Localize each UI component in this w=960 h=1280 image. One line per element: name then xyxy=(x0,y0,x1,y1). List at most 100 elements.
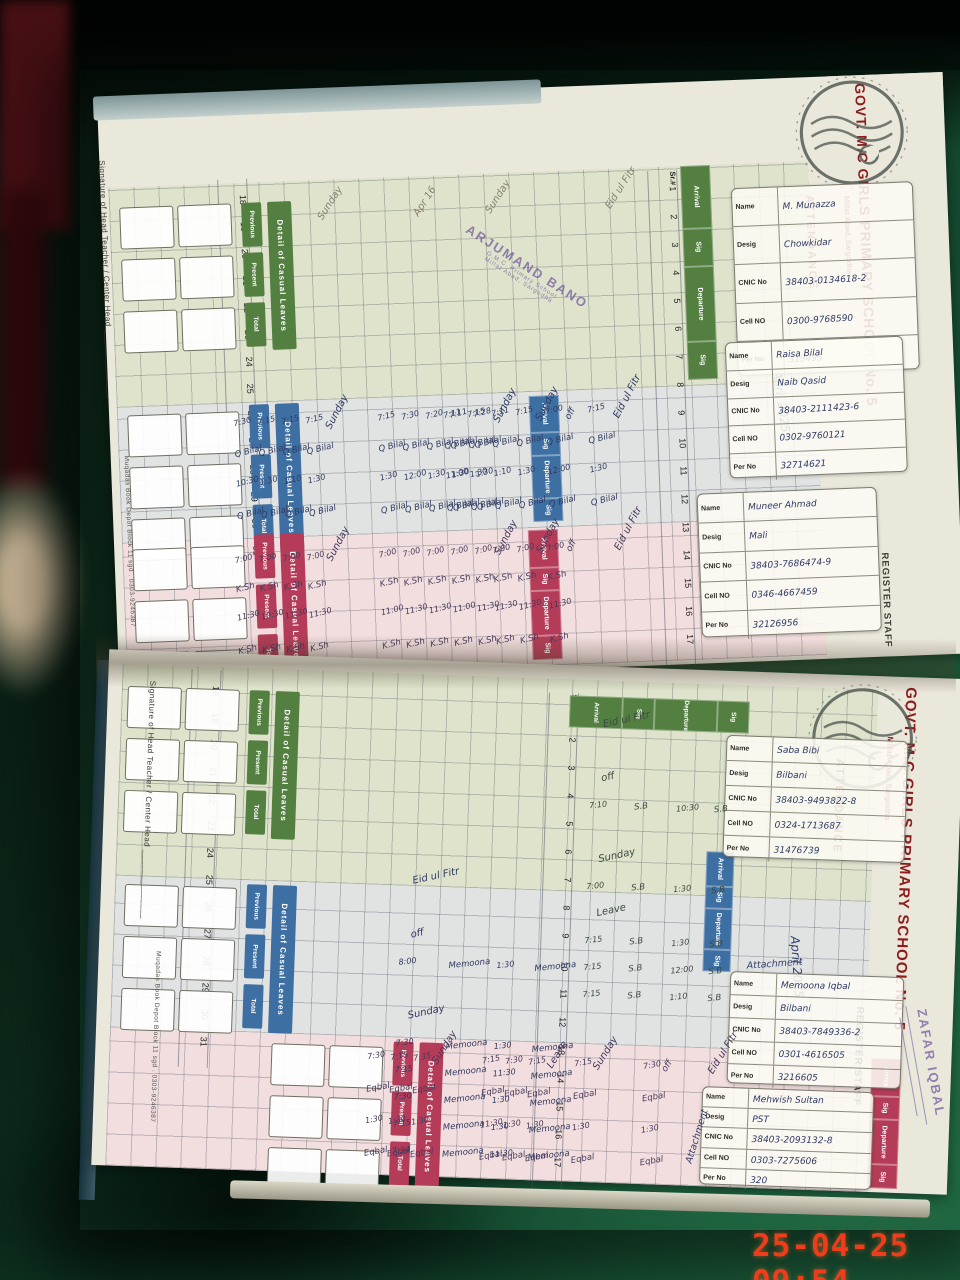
staff-info-box: Name Mehwish Sultan Desig PST CNIC No 38403-2… xyxy=(698,1086,875,1193)
casual-col-total: Total xyxy=(242,984,264,1029)
staff-info-label: Per No xyxy=(727,1064,775,1088)
day-number: 15 xyxy=(682,577,694,589)
staff-info-value: Bilbani xyxy=(776,770,807,782)
staff-info-label: Desig xyxy=(733,225,781,265)
staff-info-value: 38403-2093132-8 xyxy=(751,1134,833,1147)
entry-time: 1:30 xyxy=(493,1040,513,1052)
day-number: 9 xyxy=(560,933,571,939)
register-page-top: GOVT. M.C GIRLS PRIMARY SCHOOL No. 5Mill… xyxy=(92,71,960,696)
day-number: 12 xyxy=(557,1017,568,1028)
entry-signature: S.B xyxy=(627,990,642,1002)
casual-leave-box xyxy=(187,463,243,508)
book-binding-edge xyxy=(92,79,542,121)
day-number: 13 xyxy=(680,521,691,533)
staff-info-label: Name xyxy=(702,1087,750,1109)
entry-signature: S.B xyxy=(627,963,643,975)
casual-leave-box xyxy=(177,989,234,1034)
staff-info-box: Name Memoona Iqbal Desig Bilbani CNIC No 3840… xyxy=(726,971,905,1090)
casual-leave-box xyxy=(181,307,237,352)
staff-info-label: Per No xyxy=(730,452,778,482)
entry-signature: S.B xyxy=(630,882,646,894)
casual-col-present: Present xyxy=(243,934,266,979)
casual-col-total: Total xyxy=(244,302,267,347)
staff-info-value: 31476739 xyxy=(773,845,820,857)
casual-leave-box xyxy=(268,1095,324,1139)
column-header-band: Arrival Sig Departure Sig xyxy=(568,695,750,734)
day-number: 3 xyxy=(566,765,577,771)
casual-col-total: Total xyxy=(244,790,267,835)
day-number: 11 xyxy=(678,466,689,476)
staff-info-label: Cell NO xyxy=(728,1041,775,1065)
column-header-arrival: Arrival xyxy=(679,164,713,229)
staff-info-row: Per No 32126956 xyxy=(702,605,881,641)
casual-leave-box xyxy=(123,883,180,928)
background-object xyxy=(0,468,84,698)
staff-info-value: 32126956 xyxy=(752,617,799,631)
staff-info-value: 38403-7849336-2 xyxy=(779,1026,861,1039)
entry-time: 7:15 xyxy=(583,961,602,973)
casual-leave-box xyxy=(180,791,237,836)
staff-info-label: Cell NO xyxy=(700,1147,748,1169)
background-maroon-object xyxy=(0,0,70,230)
casual-leave-box xyxy=(270,1043,326,1087)
casual-col-present: Present xyxy=(242,252,265,297)
casual-leave-box xyxy=(190,545,246,590)
column-header-sig: Sig xyxy=(682,227,714,268)
camera-date-stamp: 25-04-25 09:54 xyxy=(752,1228,910,1280)
staff-info-label: Per No xyxy=(723,835,771,862)
book-spine-shadow xyxy=(95,632,957,694)
staff-info-row: Per No 320 xyxy=(699,1167,871,1193)
column-header-departure: Departure xyxy=(654,698,718,733)
staff-info-value: M. Munazza xyxy=(782,198,836,212)
entry-time: 7:30 xyxy=(395,1036,415,1048)
staff-info-value: Saba Bibi xyxy=(777,745,820,757)
column-header-departure: Departure xyxy=(530,454,563,500)
entry-signature: S.B xyxy=(708,938,724,951)
casual-leave-box xyxy=(182,739,239,784)
sr-label: Sr.# xyxy=(668,171,678,186)
staff-info-label: CNIC No xyxy=(734,263,783,303)
entry-signature: S.B xyxy=(710,884,726,897)
entry-time: 8:00 xyxy=(398,955,417,967)
staff-info-value: Memoona Iqbal xyxy=(780,980,851,993)
entry-time: 1:30 xyxy=(672,883,692,895)
entry-time: 1:30 xyxy=(670,937,690,949)
staff-info-label: Cell NO xyxy=(724,810,771,837)
casual-col-present: Present xyxy=(246,740,269,785)
entry-time: 7:15 xyxy=(394,1063,414,1075)
staff-info-value: PST xyxy=(752,1114,769,1126)
staff-info-label: Per No xyxy=(699,1167,747,1189)
staff-info-label: CNIC No xyxy=(727,397,775,426)
background-maroon-object xyxy=(0,190,46,490)
staff-info-label: Cell NO xyxy=(736,301,784,341)
staff-info-box: Name Saba Bibi Desig Bilbani CNIC No 38403-94… xyxy=(722,734,909,864)
staff-info-label: Cell NO xyxy=(728,425,776,454)
casual-leave-box xyxy=(177,203,233,248)
staff-info-box: Name Muneer Ahmad Desig Mali CNIC No 38403-76… xyxy=(696,486,882,641)
staff-info-value: 3216605 xyxy=(777,1072,818,1084)
staff-info-label: Name xyxy=(726,735,774,762)
day-number: 16 xyxy=(683,605,695,617)
day-number: 24 xyxy=(205,847,216,859)
casual-leave-box xyxy=(181,885,238,930)
staff-info-label: Cell NO xyxy=(700,581,749,612)
casual-leave-box xyxy=(127,413,183,458)
day-number: 24 xyxy=(243,356,255,368)
day-number: 6 xyxy=(563,849,574,855)
staff-info-label: CNIC No xyxy=(725,785,772,812)
entry-signature: S.B xyxy=(628,936,644,948)
day-number: 8 xyxy=(561,905,572,911)
staff-info-value: 0303-7275606 xyxy=(750,1155,818,1167)
column-header-sig: Sig xyxy=(686,340,719,380)
staff-info-value: 0300-9768590 xyxy=(786,312,854,327)
day-number: 11 xyxy=(558,989,569,999)
staff-info-label: CNIC No xyxy=(699,551,747,582)
casual-leave-box xyxy=(179,255,235,300)
casual-leave-box xyxy=(121,935,178,980)
staff-info-box: Name Raisa Bilal Desig Naib Qasid CNIC No 384… xyxy=(724,335,908,482)
day-number: 25 xyxy=(204,874,215,886)
day-number: 14 xyxy=(681,549,693,561)
staff-info-label: Per No xyxy=(702,610,750,641)
